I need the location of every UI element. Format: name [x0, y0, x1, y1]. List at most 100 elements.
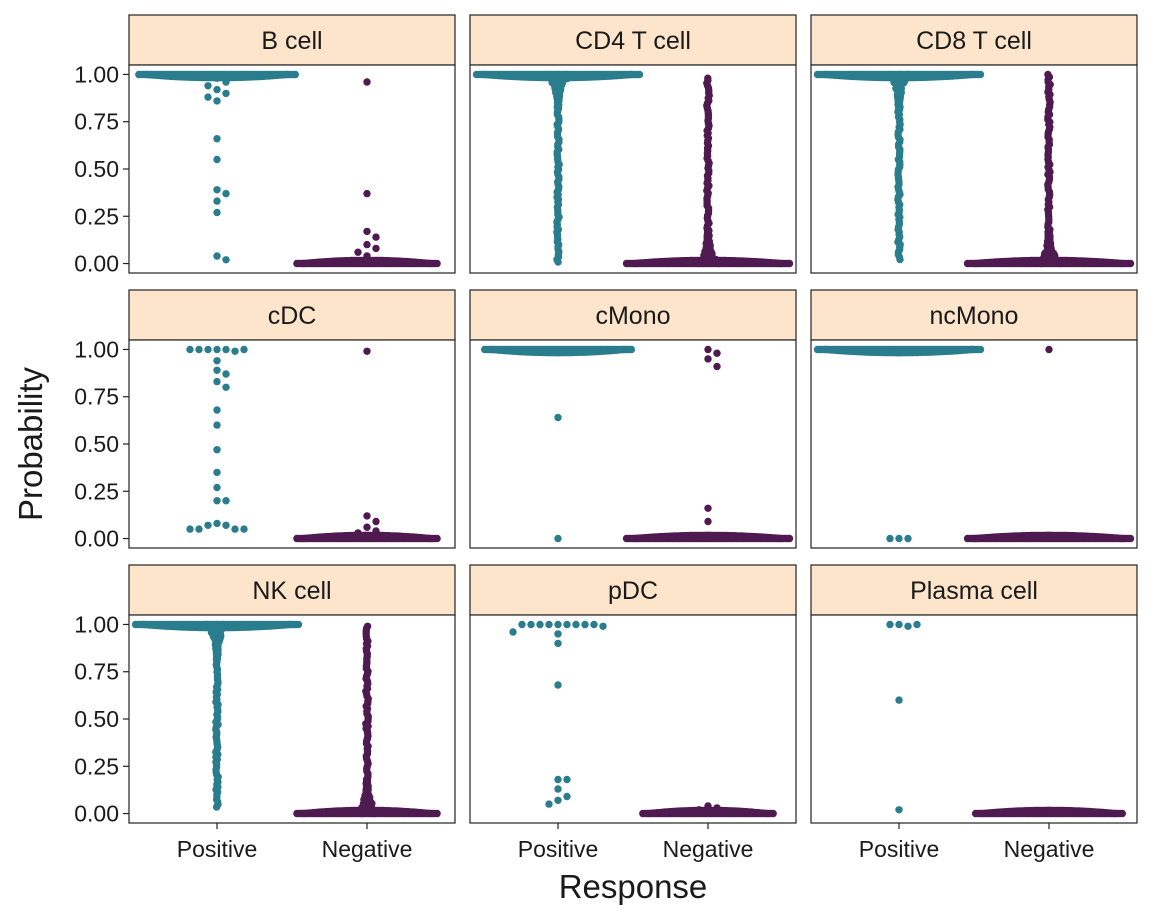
point-negative: [363, 523, 371, 531]
point-positive: [554, 775, 562, 784]
point-negative: [704, 504, 712, 512]
panel-cd8-t-cell: CD8 T cell: [810, 14, 1138, 274]
point-positive: [283, 70, 292, 79]
point-positive: [895, 104, 903, 113]
points-group: [472, 70, 794, 268]
panel-frame: [469, 64, 797, 274]
point-positive: [627, 345, 636, 354]
point-positive: [204, 345, 212, 354]
x-tick-label: Negative: [322, 836, 413, 862]
point-negative: [354, 248, 362, 256]
point-negative: [704, 225, 712, 234]
y-tick-label: 1.00: [74, 336, 119, 362]
y-tick-label: 0.75: [74, 109, 119, 135]
point-positive: [590, 620, 598, 629]
point-positive: [635, 70, 644, 79]
point-negative: [1045, 808, 1053, 816]
point-positive: [554, 620, 562, 629]
panel-frame: [469, 339, 797, 549]
point-positive: [563, 792, 571, 801]
y-tick-label: 0.00: [74, 526, 119, 552]
point-negative: [1045, 225, 1054, 234]
point-negative: [363, 512, 371, 520]
point-positive: [545, 800, 553, 808]
panel-cd4-t-cell: CD4 T cell: [469, 14, 797, 274]
point-positive: [222, 345, 230, 354]
point-negative: [363, 189, 371, 198]
point-negative: [785, 534, 794, 543]
y-axis: 0.00 0.25 0.50 0.75 1.00: [74, 336, 129, 552]
x-tick-label: Positive: [177, 836, 258, 862]
axes-layer: 0.00 0.25 0.50 0.75 1.00 0.00 0.25 0.50 0.75 1.00…: [74, 61, 1094, 862]
point-positive: [213, 197, 221, 205]
panel-cdc: cDC: [128, 289, 456, 549]
x-axis-title: Response: [559, 868, 708, 905]
point-negative: [426, 809, 434, 818]
point-positive: [554, 413, 562, 422]
point-negative: [1126, 259, 1135, 268]
points-group: [509, 620, 777, 818]
point-negative: [713, 804, 721, 812]
point-positive: [213, 421, 221, 429]
point-positive: [895, 806, 903, 814]
point-positive: [213, 252, 221, 260]
facet-label: ncMono: [930, 302, 1019, 330]
point-positive: [291, 70, 299, 79]
facet-label: Plasma cell: [910, 577, 1038, 605]
facet-label: CD4 T cell: [575, 27, 691, 55]
y-tick-label: 1.00: [74, 61, 119, 87]
y-tick-label: 0.00: [74, 251, 119, 277]
point-positive: [896, 255, 904, 264]
point-negative: [1126, 534, 1135, 543]
points-group: [481, 345, 794, 543]
point-positive: [913, 620, 921, 629]
point-negative: [777, 534, 785, 543]
point-negative: [363, 78, 371, 86]
panels-layer: B cell CD4 T cell CD8 T cell cDC cMono ncMono…: [128, 14, 1138, 824]
facet-label: cDC: [268, 302, 317, 330]
point-positive: [976, 70, 985, 79]
point-negative: [1118, 534, 1127, 543]
facet-label: B cell: [261, 27, 322, 55]
point-positive: [620, 345, 628, 354]
point-positive: [554, 785, 562, 793]
point-positive: [976, 345, 985, 354]
point-positive: [204, 521, 212, 529]
point-negative: [363, 227, 371, 236]
point-positive: [895, 534, 903, 543]
y-tick-label: 0.75: [74, 659, 119, 685]
point-negative: [777, 259, 785, 268]
point-positive: [886, 620, 894, 629]
point-positive: [213, 155, 221, 164]
point-negative: [769, 809, 777, 818]
points-group: [886, 620, 1127, 818]
point-positive: [222, 383, 230, 391]
panel-frame: [128, 614, 456, 824]
point-positive: [294, 620, 303, 629]
y-tick-label: 0.75: [74, 384, 119, 410]
x-tick-label: Positive: [518, 836, 599, 862]
facet-strip: [469, 14, 797, 66]
x-axis: Positive Negative: [518, 823, 754, 862]
panel-frame: [128, 64, 456, 274]
y-tick-label: 0.00: [74, 801, 119, 827]
point-positive: [554, 630, 562, 638]
point-positive: [563, 620, 571, 629]
y-tick-label: 0.25: [74, 203, 119, 229]
point-positive: [545, 620, 553, 629]
point-negative: [785, 259, 794, 268]
point-positive: [563, 775, 571, 784]
point-positive: [222, 78, 230, 86]
point-positive: [509, 628, 517, 636]
points-group: [186, 345, 441, 543]
point-positive: [213, 74, 221, 82]
point-positive: [240, 345, 248, 354]
x-tick-label: Positive: [859, 836, 940, 862]
point-negative: [704, 355, 712, 363]
y-tick-label: 0.25: [74, 753, 119, 779]
point-positive: [204, 93, 212, 101]
x-tick-label: Negative: [663, 836, 754, 862]
point-positive: [554, 681, 562, 689]
facet-label: cMono: [595, 302, 670, 330]
